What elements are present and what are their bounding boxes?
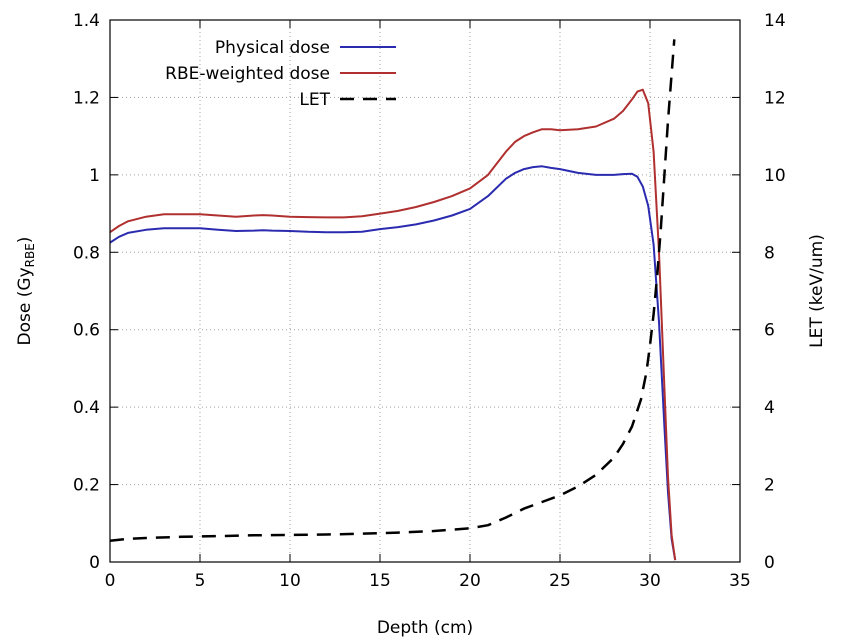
legend-label: LET bbox=[299, 90, 330, 110]
y-tick-label: 1 bbox=[89, 166, 100, 186]
y-tick-label: 0 bbox=[89, 553, 100, 573]
grid bbox=[110, 20, 740, 562]
legend-label: RBE-weighted dose bbox=[165, 64, 330, 84]
y-tick-label: 1.2 bbox=[73, 88, 100, 108]
x-tick-label: 30 bbox=[639, 571, 661, 591]
y2-tick-label: 10 bbox=[764, 166, 786, 186]
y-axis-title-end: ) bbox=[15, 237, 35, 244]
y-axis-title: Dose (GyRBE) bbox=[15, 237, 37, 346]
x-axis: 0 5 10 15 20 25 30 35 bbox=[105, 20, 751, 591]
y2-tick-label: 0 bbox=[764, 553, 775, 573]
y-tick-label: 0.8 bbox=[73, 243, 100, 263]
legend-label: Physical dose bbox=[215, 38, 330, 58]
x-tick-label: 5 bbox=[195, 571, 206, 591]
y-tick-label: 0.6 bbox=[73, 321, 100, 341]
y-tick-label: 0.4 bbox=[73, 398, 100, 418]
series-line-rbe-weighted-dose bbox=[109, 88, 677, 561]
legend: Physical dose RBE-weighted dose LET bbox=[165, 38, 396, 110]
x-tick-label: 20 bbox=[459, 571, 481, 591]
x-tick-label: 15 bbox=[369, 571, 391, 591]
y2-axis-title: LET (keV/um) bbox=[807, 234, 827, 348]
y-tick-label: 0.2 bbox=[73, 476, 100, 496]
y2-tick-label: 12 bbox=[764, 88, 786, 108]
y-axis-title-main: Dose (Gy bbox=[15, 267, 35, 345]
x-axis-title: Depth (cm) bbox=[377, 618, 473, 638]
y2-tick-label: 2 bbox=[764, 476, 775, 496]
x-tick-label: 25 bbox=[549, 571, 571, 591]
series-line-physical-dose bbox=[109, 165, 677, 561]
plot-frame bbox=[109, 19, 741, 563]
y2-tick-label: 6 bbox=[764, 321, 775, 341]
y-tick-label: 1.4 bbox=[73, 11, 100, 31]
y-axis-left: 0 0.2 0.4 0.6 0.8 1 1.2 1.4 bbox=[73, 11, 118, 573]
series-line-let bbox=[109, 39, 676, 542]
y-axis-title-subscript: RBE bbox=[23, 243, 37, 267]
y2-tick-label: 14 bbox=[764, 11, 786, 31]
y2-tick-label: 4 bbox=[764, 398, 775, 418]
x-tick-label: 10 bbox=[279, 571, 301, 591]
x-tick-label: 35 bbox=[729, 571, 751, 591]
y-axis-right: 0 2 4 6 8 10 12 14 bbox=[732, 11, 786, 573]
series-layer bbox=[109, 39, 677, 561]
x-tick-label: 0 bbox=[105, 571, 116, 591]
y2-tick-label: 8 bbox=[764, 243, 775, 263]
